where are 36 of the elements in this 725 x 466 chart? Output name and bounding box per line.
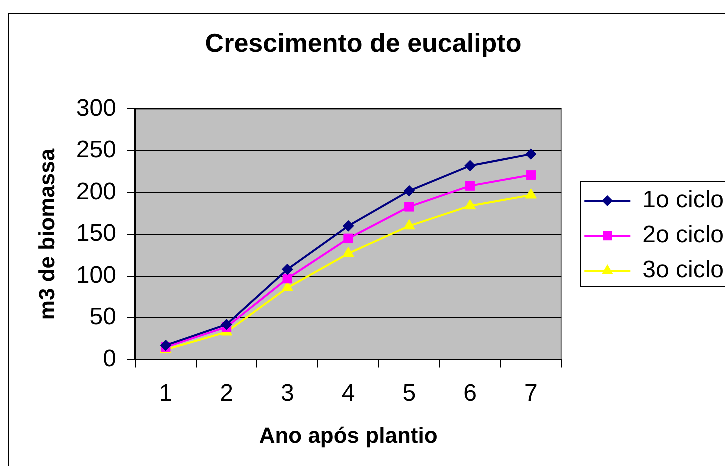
x-tick-label: 6 bbox=[464, 380, 477, 407]
legend-label: 3o ciclo bbox=[642, 256, 724, 284]
x-tick-label: 4 bbox=[342, 380, 356, 407]
point bbox=[464, 199, 476, 210]
point bbox=[525, 148, 537, 160]
x-tick-label: 1 bbox=[159, 380, 173, 407]
x-tick-label: 2 bbox=[220, 380, 234, 407]
y-tick-label: 250 bbox=[76, 136, 116, 164]
point bbox=[160, 340, 172, 352]
point bbox=[404, 202, 414, 212]
x-tick-label: 5 bbox=[402, 380, 416, 407]
point bbox=[342, 246, 354, 258]
x-axis-title: Ano após plantio bbox=[259, 422, 438, 448]
point bbox=[465, 181, 476, 191]
point bbox=[404, 219, 416, 230]
point bbox=[342, 220, 354, 232]
point bbox=[404, 185, 416, 197]
y-tick-label: 300 bbox=[76, 94, 116, 122]
y-tick-label: 150 bbox=[76, 220, 116, 248]
point bbox=[526, 170, 536, 180]
point bbox=[221, 318, 233, 330]
legend-label: 1o ciclo bbox=[642, 186, 724, 214]
chart-title: Crescimento de eucalipto bbox=[205, 28, 522, 58]
point bbox=[344, 234, 354, 244]
y-tick-label: 200 bbox=[76, 178, 116, 206]
point bbox=[464, 160, 476, 172]
y-tick-label: 0 bbox=[103, 345, 116, 372]
y-axis-title: m3 de biomassa bbox=[34, 148, 60, 320]
y-tick-label: 100 bbox=[76, 262, 116, 289]
point bbox=[282, 264, 294, 276]
legend-label: 2o ciclo bbox=[642, 222, 724, 249]
point bbox=[525, 188, 538, 199]
y-tick-label: 50 bbox=[90, 304, 116, 331]
x-tick-label: 7 bbox=[524, 380, 538, 407]
x-tick-label: 3 bbox=[280, 380, 294, 407]
point bbox=[282, 274, 292, 284]
